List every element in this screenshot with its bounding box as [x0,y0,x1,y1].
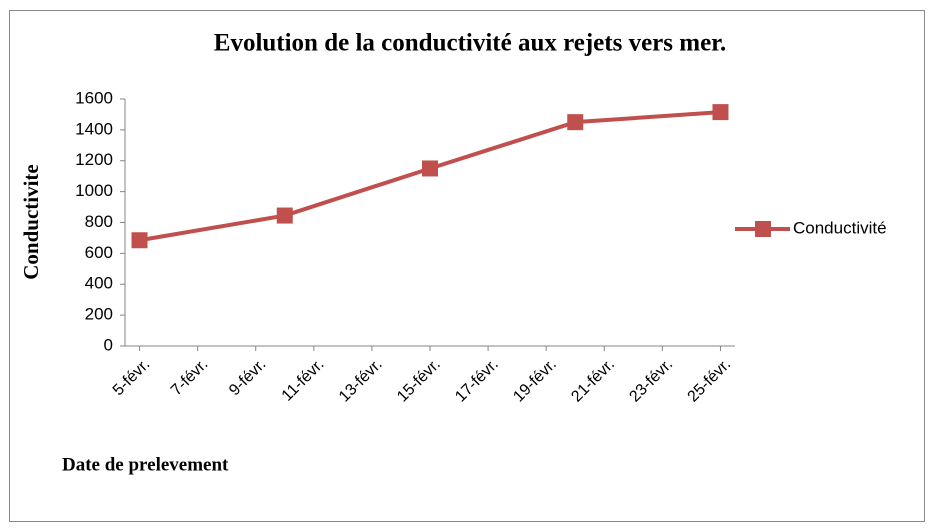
marker [567,114,584,131]
y-tick-label: 1200 [75,150,113,169]
legend-label: Conductivité [793,218,887,237]
y-tick-label: 1600 [75,88,113,107]
chart-title: Evolution de la conductivité aux rejets … [214,30,726,57]
y-tick-label: 1400 [75,119,113,138]
y-tick-label: 800 [85,212,113,231]
marker [276,207,293,224]
y-tick-label: 200 [85,305,113,324]
marker [131,232,148,249]
marker [422,160,438,177]
x-axis-label: Date de prelevement [62,454,229,475]
y-tick-label: 400 [85,274,113,293]
marker [712,104,729,121]
legend-marker [755,221,771,237]
y-tick-label: 1000 [75,181,113,200]
chart-frame [9,10,925,522]
y-tick-label: 600 [85,243,113,262]
y-tick-label: 0 [104,335,113,354]
y-axis-label: Conductivite [19,164,43,280]
